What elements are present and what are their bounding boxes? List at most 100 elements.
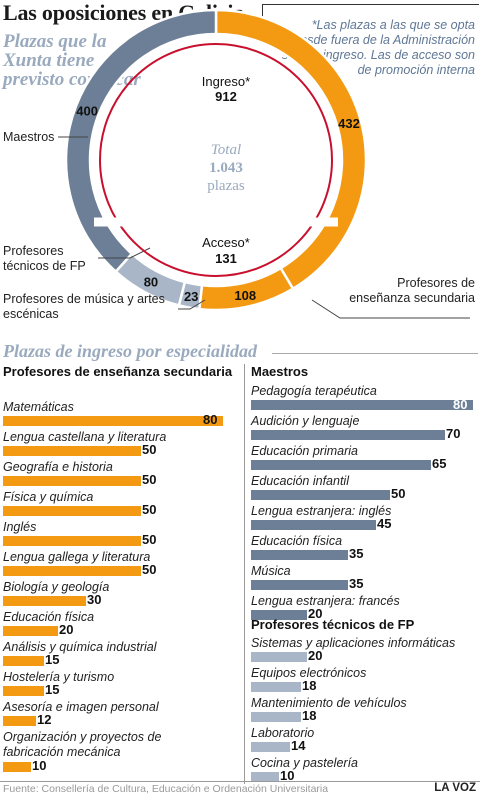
acceso-value: 131	[215, 251, 237, 266]
bar-row: Educación física 20	[3, 610, 223, 640]
ingreso-value: 912	[215, 89, 237, 104]
bar-category-label: Educación primaria	[251, 444, 358, 458]
bar-category-label: Educación física	[251, 534, 343, 548]
bar-value-label: 18	[302, 708, 317, 723]
bar-value-label: 20	[308, 648, 323, 663]
bar-value-label: 50	[142, 472, 157, 487]
bar-row: Hostelería y turismo 15	[3, 670, 223, 700]
bar-group-title: Maestros	[251, 364, 309, 379]
bar	[251, 652, 307, 662]
bar	[251, 430, 445, 440]
label-musica: Profesores de música y artes escénicas	[3, 292, 165, 321]
ingreso-label: Ingreso*	[202, 74, 250, 89]
bar	[251, 772, 279, 782]
bar-row: Sistemas y aplicaciones informáticas 20	[251, 636, 473, 666]
bar-category-label: Laboratorio	[251, 726, 315, 740]
bar-value-label: 18	[302, 678, 317, 693]
bar-value-label: 30	[87, 592, 102, 607]
leader-line	[311, 299, 470, 319]
bar-category-label: Música	[251, 564, 291, 578]
bar-category-label: Educación infantil	[251, 474, 349, 488]
bar-row: Pedagogía terapéutica 80	[251, 384, 473, 414]
bar-row: Laboratorio 14	[251, 726, 473, 756]
bar-category-label: Lengua castellana y literatura	[3, 430, 167, 444]
bar-category-label: Cocina y pastelería	[251, 756, 359, 770]
donut-slice-value: 400	[76, 104, 98, 119]
source-text: Fuente: Consellería de Cultura, Educació…	[3, 783, 329, 795]
bar-value-label: 50	[142, 502, 157, 517]
bar	[3, 416, 223, 426]
bar	[251, 490, 390, 500]
bar-category-label: Biología y geología	[3, 580, 110, 594]
bar-category-label: Mantenimiento de vehículos	[251, 696, 407, 710]
bar-row: Geografía e historia 50	[3, 460, 223, 490]
footnote: *Las plazas a las que se opta desde fuer…	[281, 18, 475, 77]
bar	[3, 596, 86, 606]
bar	[251, 400, 473, 410]
bar-category-label: Matemáticas	[3, 400, 74, 414]
bar	[251, 580, 348, 590]
label-secundaria: Profesores de enseñanza secundaria	[349, 276, 475, 305]
bar-category-label: Física y química	[3, 490, 94, 504]
bar-category-label: Organización y proyectos de fabricación …	[3, 730, 162, 759]
bar-category-label: Sistemas y aplicaciones informáticas	[251, 636, 456, 650]
bar-value-label: 50	[142, 562, 157, 577]
bar-row: Lengua estranjera: inglés 45	[251, 504, 473, 534]
acceso-label: Acceso*	[202, 235, 250, 250]
bar-value-label: 15	[45, 652, 60, 667]
inner-ring	[99, 43, 333, 277]
bar-value-label: 80	[453, 397, 468, 412]
bar-category-label: Pedagogía terapéutica	[251, 384, 377, 398]
section-rule	[272, 353, 478, 354]
bar-category-label: Lengua estranjera: francés	[251, 594, 400, 608]
total-value: 1.043	[209, 160, 243, 176]
bar-row: Análisis y química industrial 15	[3, 640, 223, 670]
bar	[251, 712, 301, 722]
bar-row: Biología y geología 30	[3, 580, 223, 610]
donut-chart: 432 108 23 80 400 Ingreso* 912 Total 1.043 p…	[58, 8, 470, 319]
bar	[3, 506, 141, 516]
bar-value-label: 70	[446, 426, 461, 441]
bar-value-label: 50	[142, 532, 157, 547]
bar-category-label: Educación física	[3, 610, 95, 624]
bar	[251, 682, 301, 692]
bar-row: Educación física 35	[251, 534, 473, 564]
title-rule	[262, 4, 479, 17]
total-label: Total	[211, 142, 241, 158]
bar-row: Organización y proyectos de fabricación …	[3, 730, 223, 776]
bar-row: Matemáticas 80	[3, 400, 223, 430]
bar-category-label: Análisis y química industrial	[3, 640, 157, 654]
bar-value-label: 80	[203, 412, 218, 427]
bar-row: Audición y lenguaje 70	[251, 414, 473, 444]
bar-value-label: 10	[280, 768, 295, 783]
bar	[3, 626, 58, 636]
bar	[251, 520, 376, 530]
bar-row: Cocina y pastelería 10	[251, 756, 473, 786]
bar-value-label: 12	[37, 712, 52, 727]
bar-row: Asesoría e imagen personal 12	[3, 700, 223, 730]
bar	[3, 446, 141, 456]
bar-group-title: Profesores de enseñanza secundaria	[3, 364, 233, 379]
bar-row: Música 35	[251, 564, 473, 594]
bar-category-label: Audición y lenguaje	[251, 414, 360, 428]
bar-category-label: Equipos electrónicos	[251, 666, 367, 680]
donut-values: 432 108 23 80 400	[76, 104, 360, 304]
bar-row: Equipos electrónicos 18	[251, 666, 473, 696]
credit-logo: LA VOZ	[434, 782, 476, 794]
footer-rule	[0, 781, 480, 782]
bar-row: Inglés 50	[3, 520, 223, 550]
bar	[3, 716, 36, 726]
bar	[3, 566, 141, 576]
bar-category-label: Geografía e historia	[3, 460, 113, 474]
bar-value-label: 14	[291, 738, 306, 753]
bar-value-label: 45	[377, 516, 392, 531]
bar-row: Lengua gallega y literatura 50	[3, 550, 223, 580]
bar-row: Educación primaria 65	[251, 444, 473, 474]
bar-value-label: 65	[432, 456, 447, 471]
donut-slice-value: 80	[144, 275, 158, 290]
bar-category-label: Lengua gallega y literatura	[3, 550, 151, 564]
bar-row: Educación infantil 50	[251, 474, 473, 504]
total-unit: plazas	[207, 178, 245, 194]
bar-category-label: Hostelería y turismo	[3, 670, 115, 684]
